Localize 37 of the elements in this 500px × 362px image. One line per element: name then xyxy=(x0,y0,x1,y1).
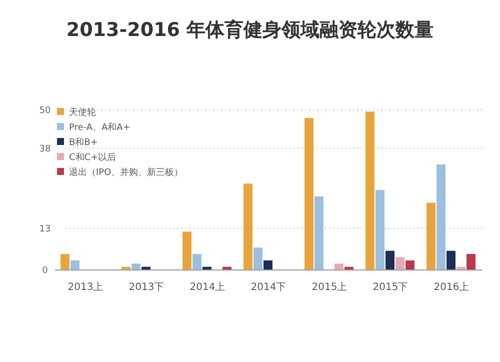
bar xyxy=(376,190,384,270)
bar xyxy=(264,260,272,270)
bar xyxy=(406,260,414,270)
bar xyxy=(244,184,252,270)
bar xyxy=(132,264,140,270)
legend-label: Pre-A、A和A+ xyxy=(69,122,130,133)
bar xyxy=(60,254,70,270)
y-tick-label: 38 xyxy=(39,144,51,154)
bar xyxy=(366,112,374,270)
bar xyxy=(314,196,324,270)
bar xyxy=(396,257,404,270)
x-tick-label: 2015下 xyxy=(372,282,408,293)
x-tick-label: 2016上 xyxy=(434,281,470,293)
legend-label: 天使轮 xyxy=(69,107,96,118)
y-tick-label: 50 xyxy=(39,106,51,116)
bar xyxy=(182,232,192,270)
bar xyxy=(70,260,80,270)
bar xyxy=(304,118,314,270)
legend-label: B和B+ xyxy=(69,137,98,148)
legend-label: 退出（IPO、并购、新三板） xyxy=(69,167,184,178)
chart-title: 2013-2016 年体育健身领域融资轮次数量 xyxy=(66,19,434,41)
bar xyxy=(466,254,476,270)
bar xyxy=(426,202,436,270)
bar xyxy=(254,248,262,270)
y-tick-label: 0 xyxy=(42,266,48,276)
bar xyxy=(436,164,446,270)
bar xyxy=(192,254,202,270)
bar xyxy=(386,250,394,270)
x-tick-label: 2013上 xyxy=(68,281,104,293)
legend-label: C和C+以后 xyxy=(69,152,116,163)
x-tick-label: 2014上 xyxy=(190,281,226,293)
bar xyxy=(334,264,344,270)
y-tick-label: 13 xyxy=(39,224,51,234)
x-tick-label: 2013下 xyxy=(128,282,164,293)
x-tick-label: 2014下 xyxy=(250,282,286,293)
x-tick-label: 2015上 xyxy=(312,281,348,293)
bar xyxy=(446,250,456,270)
